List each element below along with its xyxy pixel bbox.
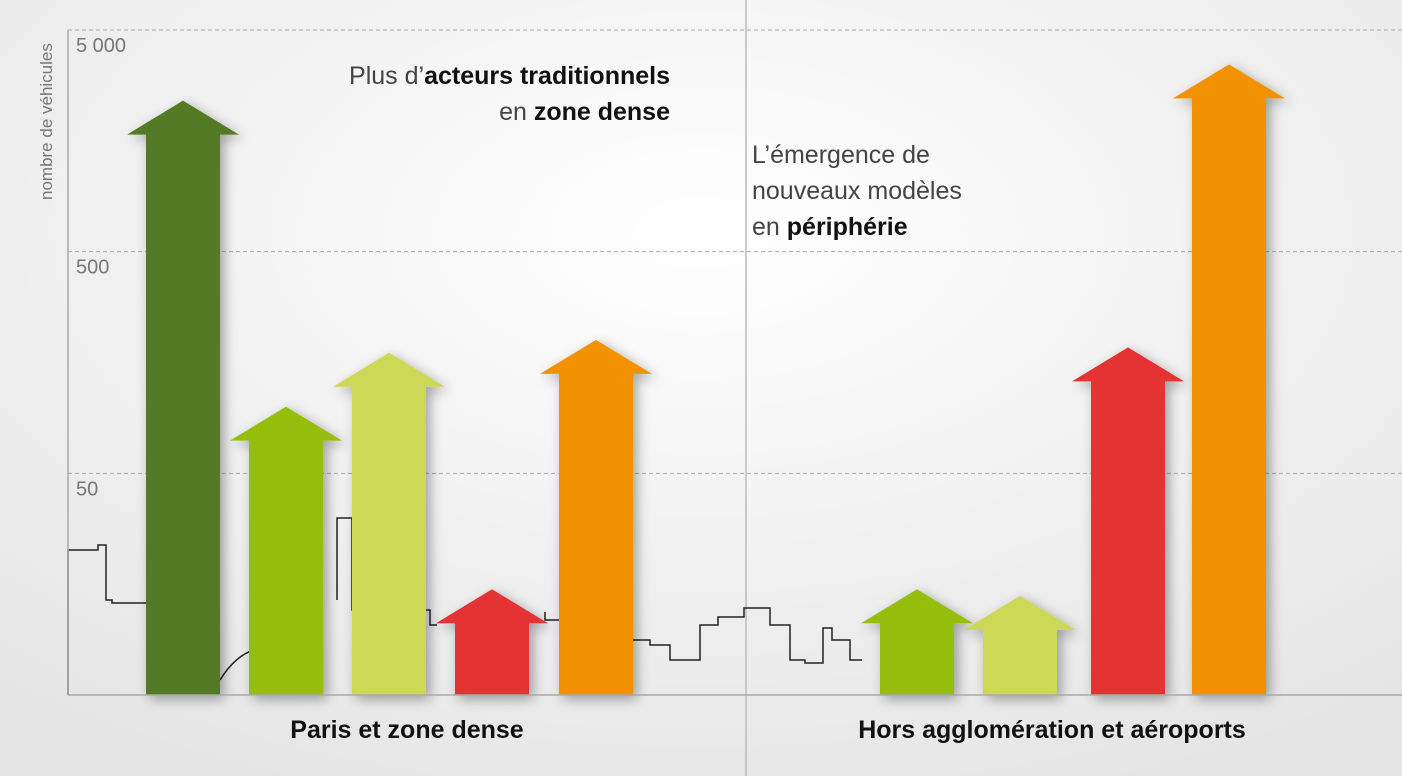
- group-label: Hors agglomération et aéroports: [858, 716, 1246, 744]
- annotation: en zone dense: [499, 98, 670, 126]
- annotation-text: acteurs traditionnels: [424, 62, 670, 90]
- chart: nombre de véhicules 50 500 5 000 Paris et …: [0, 0, 1402, 776]
- y-tick-label: 500: [76, 257, 109, 279]
- annotation-text: zone dense: [534, 98, 670, 126]
- annotation-text: périphérie: [787, 213, 908, 241]
- annotation-text: en: [752, 213, 787, 241]
- y-tick-label: 5 000: [76, 35, 126, 57]
- annotation: L’émergence de: [752, 141, 930, 169]
- annotation-text: L’émergence de: [752, 141, 930, 169]
- annotation-text: nouveaux modèles: [752, 177, 962, 205]
- y-axis-label: nombre de véhicules: [37, 43, 56, 200]
- annotation: nouveaux modèles: [752, 177, 962, 205]
- annotation-text: Plus d’: [349, 62, 424, 90]
- annotation: Plus d’acteurs traditionnels: [349, 62, 670, 90]
- annotation: en périphérie: [752, 213, 908, 241]
- group-label: Paris et zone dense: [290, 716, 524, 744]
- y-tick-label: 50: [76, 478, 98, 500]
- annotation-text: en: [499, 98, 534, 126]
